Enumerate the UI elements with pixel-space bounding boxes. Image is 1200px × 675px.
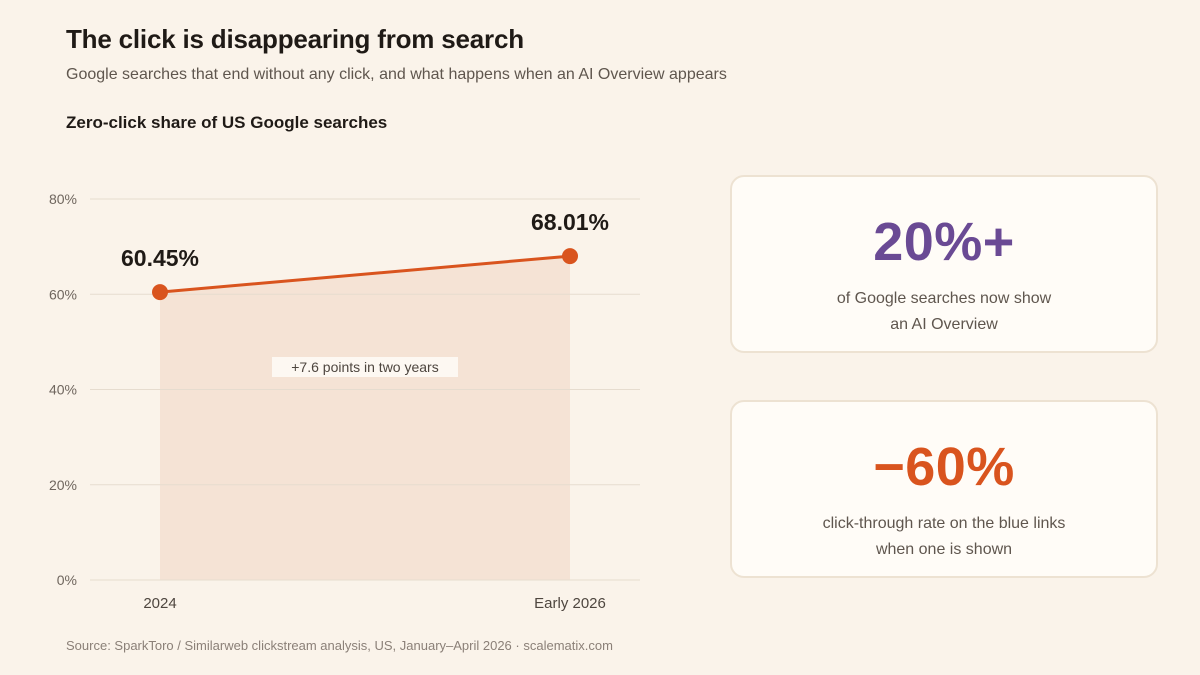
page-title: The click is disappearing from search bbox=[66, 24, 524, 54]
y-tick-label: 0% bbox=[57, 572, 77, 588]
y-tick-label: 80% bbox=[49, 191, 77, 207]
ai-overview-stat-description: of Google searches now show an AI Overvi… bbox=[836, 290, 1052, 333]
y-tick-label: 60% bbox=[49, 286, 77, 302]
data-point bbox=[562, 248, 578, 265]
page-subtitle: Google searches that end without any cli… bbox=[66, 66, 727, 83]
ai-overview-stat-value: 20%+ bbox=[873, 212, 1015, 272]
data-label: 68.01% bbox=[531, 209, 609, 235]
source-note: Source: SparkToro / Similarweb clickstre… bbox=[66, 638, 613, 653]
series-line bbox=[158, 254, 572, 294]
x-tick-label: Early 2026 bbox=[534, 595, 606, 612]
y-tick-label: 40% bbox=[49, 382, 77, 398]
x-tick-label: 2024 bbox=[143, 595, 176, 612]
ai-overview-stat-card: 20%+ of Google searches now show an AI O… bbox=[730, 175, 1158, 353]
annotation-background bbox=[272, 357, 458, 377]
data-label: 60.45% bbox=[121, 245, 199, 271]
area-fill bbox=[160, 256, 570, 580]
chart-title: Zero-click share of US Google searches bbox=[66, 113, 388, 132]
data-point bbox=[152, 284, 168, 301]
ctr-stat-card: −60% click-through rate on the blue link… bbox=[730, 400, 1158, 578]
zero-click-chart: 0% 20% 40% 60% 80% 2024 Early 2026 +7.6 points … bbox=[49, 191, 640, 612]
ctr-stat-value: −60% bbox=[873, 437, 1015, 497]
annotation-label: +7.6 points in two years bbox=[291, 359, 438, 375]
y-tick-label: 20% bbox=[49, 477, 77, 493]
ctr-stat-description: click-through rate on the blue links whe… bbox=[822, 515, 1066, 558]
